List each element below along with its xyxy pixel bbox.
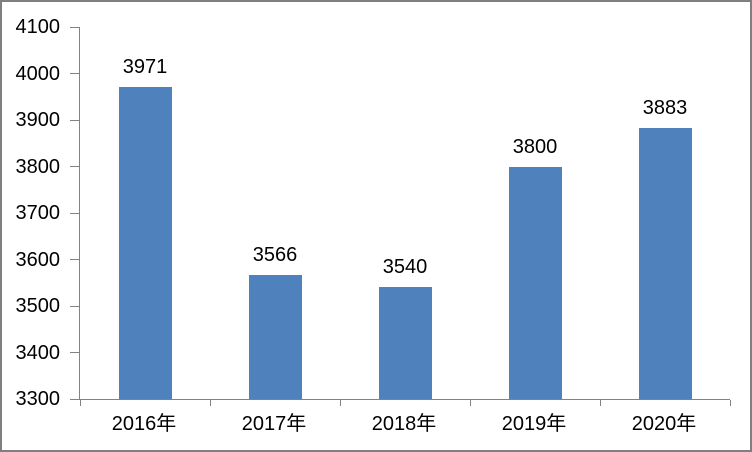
y-tick-label: 3800 (15, 155, 61, 178)
y-axis-tick (70, 398, 79, 400)
y-axis-tick (70, 352, 79, 353)
bar-value-label: 3800 (512, 135, 558, 158)
y-axis-tick (70, 259, 79, 260)
bar-2019年 (508, 166, 562, 399)
y-axis-tick (70, 26, 79, 28)
x-category-label: 2017年 (241, 413, 307, 435)
x-axis-tick (79, 400, 81, 406)
bar-value-label: 3971 (122, 56, 168, 78)
bar-2017年 (248, 275, 302, 399)
y-tick-label: 3400 (15, 341, 61, 364)
x-axis-tick (729, 400, 731, 406)
plot-area: 3971 3566 3540 3800 3883 (70, 26, 731, 406)
x-axis-tick (599, 400, 601, 406)
y-tick-label: 4100 (15, 16, 61, 38)
bar-2016年 (118, 87, 172, 399)
y-axis-tick (70, 212, 79, 214)
x-axis-tick (469, 400, 471, 406)
bar-value-label: 3540 (382, 256, 428, 279)
x-axis-tick (339, 400, 341, 406)
y-tick-label: 3300 (15, 388, 61, 410)
bar-2018年 (378, 287, 432, 399)
y-tick-label: 3600 (15, 248, 61, 271)
y-tick-label: 3900 (15, 109, 61, 131)
x-category-label: 2019年 (501, 413, 567, 435)
bar-value-label: 3883 (642, 96, 688, 119)
x-category-label: 2018年 (371, 413, 437, 435)
y-axis-tick (70, 73, 79, 74)
y-tick-label: 3500 (15, 295, 61, 317)
y-axis-tick (70, 305, 79, 307)
y-axis-tick (70, 119, 79, 121)
bar-value-label: 3566 (252, 244, 298, 267)
y-tick-label: 4000 (15, 62, 61, 85)
x-category-label: 2016年 (111, 413, 177, 435)
bar-2020年 (638, 127, 692, 399)
x-category-label: 2020年 (631, 413, 697, 435)
x-axis-tick (209, 400, 211, 406)
y-axis-tick (70, 166, 79, 167)
y-tick-label: 3700 (15, 202, 61, 224)
